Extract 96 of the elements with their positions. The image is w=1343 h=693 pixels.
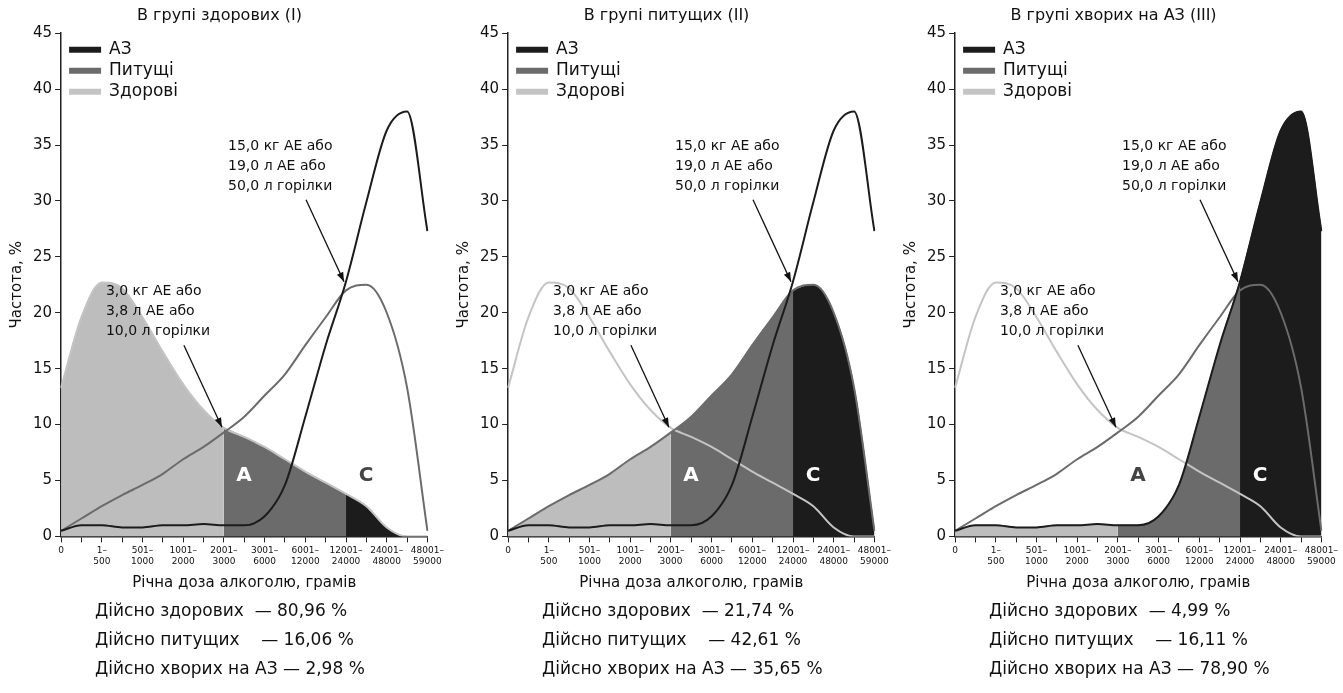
x-tick-label: 12001–24000: [329, 545, 364, 566]
y-tick-label: 15: [32, 358, 53, 377]
x-tick-label: 48001–59000: [410, 545, 445, 566]
y-tick-label: 10: [479, 414, 500, 433]
x-tick-label: 501–1000: [1025, 545, 1049, 566]
annotation: 3,0 кг АЕ або 3,8 л АЕ або 10,0 л горілки: [105, 282, 211, 339]
y-tick-label: 30: [479, 190, 500, 209]
y-tick-label: 30: [926, 190, 947, 209]
x-tick-label: 12001–24000: [776, 545, 811, 566]
annotation: A: [236, 462, 253, 487]
y-axis-title: Частота, %: [453, 241, 472, 329]
chart-title: В групі питущих (II): [583, 4, 750, 24]
x-axis-title: Річна доза алкоголю, грамів: [132, 572, 357, 591]
y-tick-label: 20: [32, 302, 53, 321]
text: Дійсно здорових — 21,74 %: [542, 600, 795, 620]
legend-label: АЗ: [1003, 38, 1026, 59]
annotation: A: [683, 462, 700, 487]
text: Дійсно питущих — 16,06 %: [95, 629, 354, 649]
x-tick-label: 6001–12000: [291, 545, 320, 566]
chart-title: В групі хворих на АЗ (III): [1010, 4, 1217, 24]
x-tick-label: 6001–12000: [738, 545, 767, 566]
x-tick-label: 1–500: [540, 545, 558, 566]
x-tick-label: 24001–48000: [370, 545, 404, 566]
y-tick-label: 40: [479, 79, 500, 97]
chart-title: В групі здорових (I): [137, 4, 302, 24]
y-tick-label: 20: [479, 302, 500, 321]
x-tick-label: 2001–3000: [1104, 545, 1133, 566]
text: Дійсно хворих на АЗ — 35,65 %: [542, 658, 823, 678]
annotation: 15,0 кг АЕ або 19,0 л АЕ або 50,0 л горілки: [228, 136, 333, 193]
y-tick-label: 15: [926, 358, 947, 377]
x-tick-label: 1001–2000: [616, 545, 645, 566]
x-tick-label: 0: [58, 545, 65, 556]
x-tick-label: 0: [952, 545, 959, 556]
legend-label: АЗ: [109, 38, 132, 59]
x-tick-label: 6001–12000: [1185, 545, 1214, 566]
y-tick-label: 10: [32, 414, 53, 433]
annotation: C: [805, 462, 821, 487]
legend-label: Питущі: [556, 59, 621, 80]
y-tick-label: 10: [926, 414, 947, 433]
y-tick-label: 40: [926, 79, 947, 97]
y-tick-label: 30: [32, 190, 53, 209]
y-tick-label: 5: [42, 470, 53, 489]
y-tick-label: 45: [32, 23, 53, 42]
text: Дійсно хворих на АЗ — 78,90 %: [989, 658, 1270, 678]
x-tick-label: 1001–2000: [169, 545, 198, 566]
x-tick-label: 501–1000: [578, 545, 602, 566]
y-tick-label: 40: [32, 79, 53, 97]
y-tick-label: 35: [926, 134, 947, 153]
text: Дійсно питущих — 42,61 %: [542, 629, 801, 649]
annotation: C: [358, 462, 374, 487]
x-axis-title: Річна доза алкоголю, грамів: [579, 572, 804, 591]
x-axis-title: Річна доза алкоголю, грамів: [1026, 572, 1251, 591]
annotation: A: [1130, 462, 1147, 487]
text: Дійсно питущих — 16,11 %: [989, 629, 1248, 649]
x-tick-label: 3001–6000: [250, 545, 279, 566]
text: Дійсно хворих на АЗ — 2,98 %: [95, 658, 365, 678]
annotation: 15,0 кг АЕ або 19,0 л АЕ або 50,0 л горілки: [1122, 136, 1227, 193]
y-tick-label: 25: [479, 246, 500, 265]
annotation: 3,0 кг АЕ або 3,8 л АЕ або 10,0 л горілки: [552, 282, 658, 339]
x-tick-label: 24001–48000: [1264, 545, 1298, 566]
x-tick-label: 3001–6000: [1144, 545, 1173, 566]
x-tick-label: 501–1000: [131, 545, 155, 566]
y-tick-label: 25: [32, 246, 53, 265]
y-axis-title: Частота, %: [900, 241, 919, 329]
x-tick-label: 1001–2000: [1063, 545, 1092, 566]
legend-label: Питущі: [109, 59, 174, 80]
y-tick-label: 35: [479, 134, 500, 153]
legend-label: Здорові: [556, 80, 626, 101]
x-tick-label: 2001–3000: [657, 545, 686, 566]
annotation: 3,0 кг АЕ або 3,8 л АЕ або 10,0 л горілки: [999, 282, 1105, 339]
x-tick-label: 24001–48000: [817, 545, 851, 566]
annotation: C: [1252, 462, 1268, 487]
x-tick-label: 2001–3000: [210, 545, 239, 566]
y-tick-label: 35: [32, 134, 53, 153]
legend-label: Здорові: [1003, 80, 1073, 101]
y-tick-label: 45: [479, 23, 500, 42]
x-tick-label: 48001–59000: [1304, 545, 1339, 566]
legend-label: Здорові: [109, 80, 179, 101]
annotation: 15,0 кг АЕ або 19,0 л АЕ або 50,0 л горілки: [675, 136, 780, 193]
x-tick-label: 0: [505, 545, 512, 556]
x-tick-label: 48001–59000: [857, 545, 892, 566]
y-axis-title: Частота, %: [6, 241, 25, 329]
y-tick-label: 25: [926, 246, 947, 265]
y-tick-label: 15: [479, 358, 500, 377]
x-tick-label: 1–500: [93, 545, 111, 566]
legend-label: АЗ: [556, 38, 579, 59]
x-tick-label: 1–500: [987, 545, 1005, 566]
text: Дійсно здорових — 4,99 %: [989, 600, 1231, 620]
x-tick-label: 12001–24000: [1223, 545, 1258, 566]
y-tick-label: 5: [489, 470, 500, 489]
text: Дійсно здорових — 80,96 %: [95, 600, 348, 620]
y-tick-label: 20: [926, 302, 947, 321]
x-tick-label: 3001–6000: [697, 545, 726, 566]
legend-label: Питущі: [1003, 59, 1068, 80]
y-tick-label: 45: [926, 23, 947, 42]
y-tick-label: 5: [936, 470, 947, 489]
